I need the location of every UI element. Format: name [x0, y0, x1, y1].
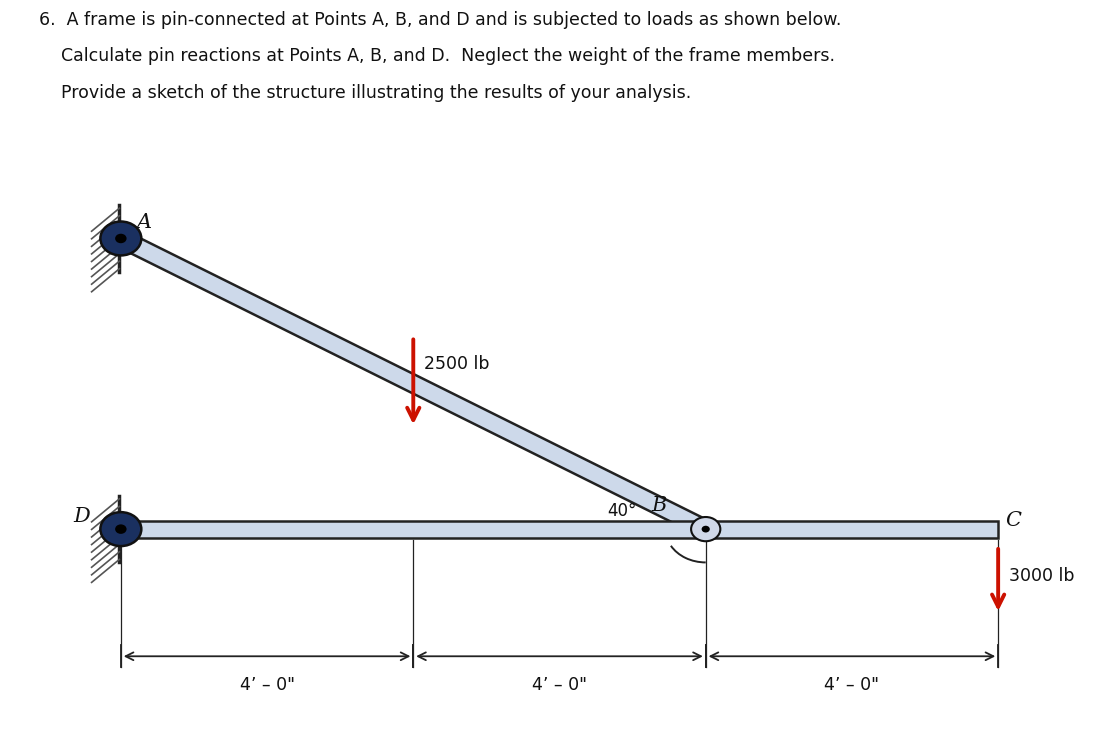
Circle shape [115, 233, 126, 243]
Text: D: D [74, 507, 91, 526]
Text: 4’ – 0": 4’ – 0" [532, 675, 587, 694]
Text: 3000 lb: 3000 lb [1009, 566, 1074, 584]
Text: C: C [1006, 511, 1022, 530]
Text: 4’ – 0": 4’ – 0" [239, 675, 294, 694]
Text: B: B [651, 496, 666, 515]
Text: 4’ – 0": 4’ – 0" [825, 675, 880, 694]
Text: Calculate pin reactions at Points A, B, and D.  Neglect the weight of the frame : Calculate pin reactions at Points A, B, … [39, 47, 835, 66]
Text: 6.  A frame is pin-connected at Points A, B, and D and is subjected to loads as : 6. A frame is pin-connected at Points A,… [39, 11, 841, 29]
Circle shape [101, 221, 141, 255]
Text: 40°: 40° [606, 501, 637, 520]
Text: Provide a sketch of the structure illustrating the results of your analysis.: Provide a sketch of the structure illust… [39, 84, 692, 102]
Circle shape [702, 526, 709, 532]
Text: 2500 lb: 2500 lb [424, 355, 490, 373]
Text: A: A [137, 212, 152, 232]
Polygon shape [121, 520, 998, 538]
Circle shape [692, 517, 721, 541]
Circle shape [115, 524, 126, 534]
Circle shape [101, 512, 141, 546]
Polygon shape [115, 231, 711, 536]
